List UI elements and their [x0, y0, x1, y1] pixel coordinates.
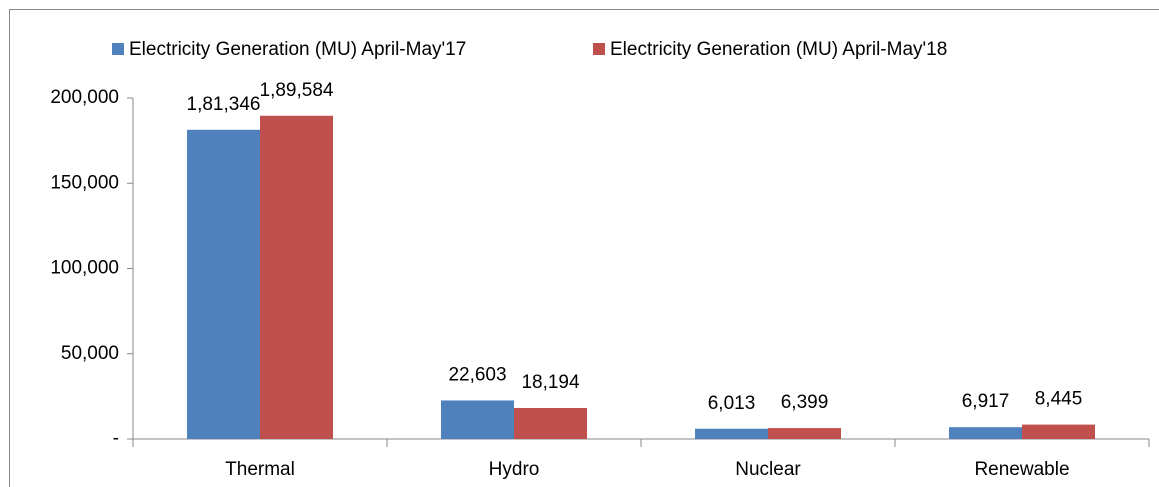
data-label: 6,399	[781, 392, 829, 413]
legend-label: Electricity Generation (MU) April-May'17	[129, 39, 466, 60]
data-label: 6,013	[708, 393, 756, 414]
legend-swatch	[593, 43, 605, 55]
bar	[514, 407, 587, 439]
chart-frame	[9, 9, 1159, 487]
y-tick-label: 150,000	[50, 172, 119, 193]
data-label: 22,603	[448, 364, 506, 385]
data-label: 6,917	[962, 391, 1010, 412]
legend-label: Electricity Generation (MU) April-May'18	[610, 39, 947, 60]
bar	[441, 400, 514, 439]
y-tick-label: -	[113, 428, 119, 449]
bar	[260, 115, 333, 439]
data-label: 18,194	[521, 372, 580, 393]
data-label: 1,89,584	[260, 80, 334, 101]
bar	[768, 428, 841, 439]
x-tick-label: Renewable	[974, 459, 1069, 480]
bar	[949, 427, 1022, 439]
data-label: 8,445	[1035, 389, 1083, 410]
bar	[695, 428, 768, 439]
x-tick-label: Hydro	[489, 459, 540, 480]
x-tick-label: Nuclear	[735, 459, 801, 480]
legend-swatch	[112, 43, 124, 55]
y-tick-label: 100,000	[50, 258, 119, 279]
data-label: 1,81,346	[187, 94, 261, 115]
bar	[187, 129, 260, 440]
x-tick-label: Thermal	[225, 459, 295, 480]
y-tick-label: 200,000	[50, 87, 119, 108]
bar	[1022, 424, 1095, 439]
y-tick-label: 50,000	[61, 343, 119, 364]
